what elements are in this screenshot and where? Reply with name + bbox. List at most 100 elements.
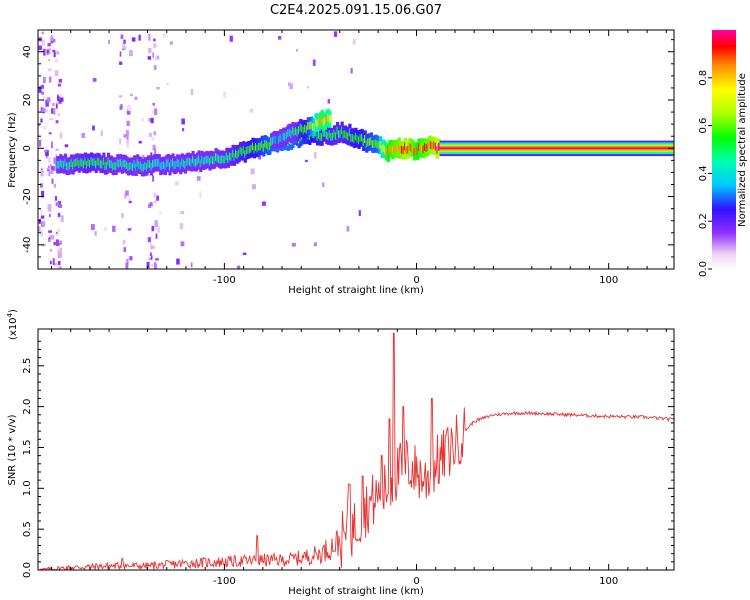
noise-speckle	[64, 144, 69, 148]
noise-speckle	[55, 120, 59, 124]
noise-speckle	[38, 45, 42, 51]
noise-speckle	[278, 36, 282, 40]
noise-speckle	[51, 178, 54, 184]
noise-speckle	[153, 65, 157, 71]
noise-speckle	[154, 220, 158, 227]
noise-speckle	[306, 86, 309, 89]
noise-speckle	[55, 148, 59, 151]
noise-speckle	[182, 127, 185, 132]
noise-speckle	[125, 262, 129, 269]
x-tick-label: -100	[213, 576, 236, 587]
noise-speckle	[176, 258, 180, 265]
noise-speckle	[41, 190, 45, 198]
noise-speckle	[55, 103, 58, 109]
noise-speckle	[41, 39, 46, 46]
noise-speckle	[296, 49, 298, 52]
noise-speckle	[53, 242, 56, 246]
noise-speckle	[47, 43, 51, 47]
noise-speckle	[125, 190, 129, 196]
noise-speckle	[44, 126, 47, 130]
noise-speckle	[38, 86, 42, 93]
noise-speckle	[149, 202, 153, 207]
noise-speckle	[327, 99, 330, 104]
noise-speckle	[48, 132, 52, 135]
noise-speckle	[150, 245, 155, 249]
noise-speckle	[53, 51, 56, 58]
noise-speckle	[122, 239, 126, 245]
noise-speckle	[49, 118, 53, 121]
x-tick-label: 0	[413, 275, 419, 286]
noise-speckle	[53, 38, 56, 43]
noise-speckle	[199, 191, 202, 198]
noise-speckle	[58, 266, 62, 269]
noise-speckle	[41, 31, 45, 34]
noise-speckle	[154, 55, 157, 61]
noise-speckle	[261, 201, 266, 206]
noise-speckle	[237, 265, 241, 269]
noise-speckle	[127, 108, 131, 115]
noise-speckle	[53, 157, 58, 165]
snr-series-line	[38, 332, 674, 570]
noise-speckle	[94, 231, 97, 236]
noise-speckle	[100, 130, 103, 137]
noise-speckle	[89, 267, 92, 269]
noise-speckle	[81, 132, 86, 138]
noise-speckle	[59, 240, 62, 245]
noise-speckle	[180, 241, 185, 247]
noise-speckle	[48, 76, 52, 83]
noise-speckle	[41, 108, 46, 112]
noise-speckle	[48, 205, 52, 212]
noise-speckle	[119, 61, 123, 65]
noise-speckle	[153, 225, 156, 230]
colorbar-gradient	[712, 30, 736, 269]
noise-speckle	[156, 55, 160, 60]
noise-speckle	[38, 123, 40, 127]
noise-speckle	[141, 118, 145, 122]
noise-speckle	[57, 252, 62, 259]
noise-speckle	[125, 111, 128, 115]
noise-speckle	[153, 192, 157, 198]
noise-speckle	[152, 175, 155, 182]
noise-speckle	[49, 213, 51, 218]
x-tick-label: 100	[599, 275, 618, 286]
noise-speckle	[128, 200, 132, 204]
noise-speckle	[56, 234, 60, 237]
noise-speckle	[127, 105, 131, 111]
noise-speckle	[288, 82, 291, 87]
noise-speckle	[154, 108, 158, 115]
noise-speckle	[92, 78, 97, 82]
noise-speckle	[48, 230, 52, 233]
noise-speckle	[159, 211, 162, 215]
noise-speckle	[291, 243, 296, 247]
snr-plot-area	[38, 329, 674, 570]
noise-speckle	[57, 83, 62, 87]
noise-speckle	[58, 100, 62, 104]
noise-speckle	[358, 210, 361, 216]
noise-speckle	[51, 166, 55, 171]
noise-speckle	[40, 169, 44, 177]
noise-speckle	[151, 109, 154, 114]
noise-speckle	[56, 51, 60, 55]
noise-speckle	[126, 258, 129, 266]
noise-speckle	[40, 215, 45, 219]
y-tick-label: -20	[22, 188, 33, 204]
noise-speckle	[46, 49, 49, 54]
noise-speckle	[40, 230, 44, 237]
noise-speckle	[252, 184, 256, 190]
noise-speckle	[153, 148, 157, 155]
noise-speckle	[314, 152, 317, 159]
noise-speckle	[147, 237, 152, 243]
noise-speckle	[44, 149, 48, 153]
noise-speckle	[45, 99, 49, 107]
noise-speckle	[148, 257, 153, 261]
noise-speckle	[120, 34, 124, 39]
y-tick-label: 40	[22, 45, 33, 58]
figure-title: C2E4.2025.091.15.06.G07	[270, 3, 442, 18]
noise-speckle	[131, 37, 136, 42]
noise-speckle	[55, 202, 60, 206]
noise-speckle	[150, 152, 153, 157]
y-tick-label: 1.0	[22, 480, 33, 496]
noise-speckle	[52, 103, 55, 106]
noise-speckle	[154, 200, 156, 204]
noise-speckle	[40, 118, 43, 123]
